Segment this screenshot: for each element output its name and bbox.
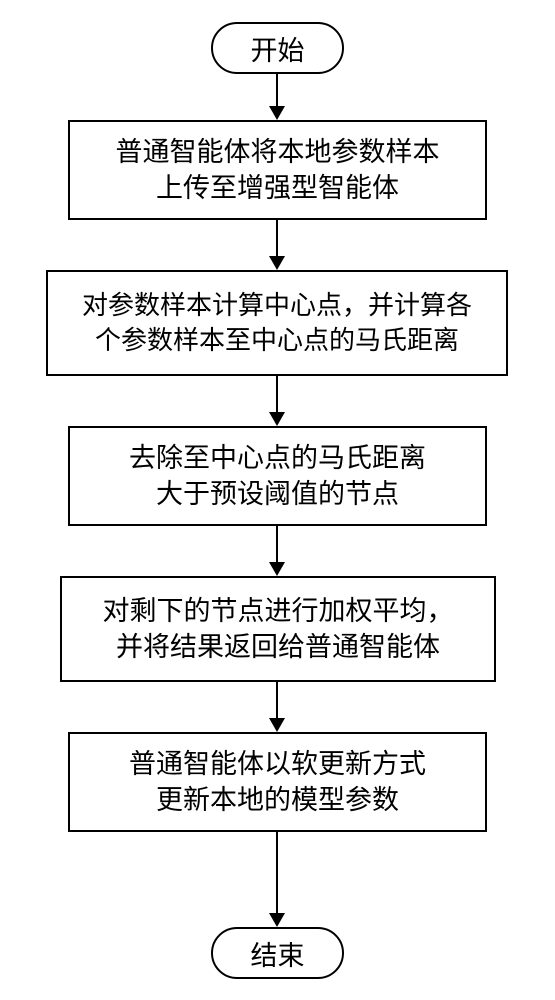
arrow-1-line bbox=[276, 74, 278, 106]
arrow-4-line bbox=[276, 526, 278, 562]
process-step-3: 去除至中心点的马氏距离 大于预设阈值的节点 bbox=[68, 426, 487, 526]
arrow-6-head bbox=[269, 913, 285, 927]
process-step-1-label: 普通智能体将本地参数样本 上传至增强型智能体 bbox=[116, 134, 440, 207]
start-label: 开始 bbox=[251, 29, 305, 68]
end-terminator: 结束 bbox=[211, 927, 344, 979]
arrow-3-line bbox=[276, 376, 278, 412]
arrow-5-line bbox=[276, 682, 278, 718]
arrow-4-head bbox=[269, 562, 285, 576]
arrow-5-head bbox=[269, 718, 285, 732]
start-terminator: 开始 bbox=[211, 22, 344, 74]
process-step-3-label: 去除至中心点的马氏距离 大于预设阈值的节点 bbox=[129, 440, 426, 513]
process-step-5: 普通智能体以软更新方式 更新本地的模型参数 bbox=[68, 732, 487, 832]
process-step-2-label: 对参数样本计算中心点，并计算各 个参数样本至中心点的马氏距离 bbox=[82, 288, 472, 358]
process-step-1: 普通智能体将本地参数样本 上传至增强型智能体 bbox=[68, 120, 487, 220]
arrow-3-head bbox=[269, 412, 285, 426]
process-step-4-label: 对剩下的节点进行加权平均， 并将结果返回给普通智能体 bbox=[103, 593, 454, 666]
arrow-6-line bbox=[276, 832, 278, 913]
arrow-1-head bbox=[269, 106, 285, 120]
process-step-2: 对参数样本计算中心点，并计算各 个参数样本至中心点的马氏距离 bbox=[46, 270, 508, 376]
process-step-5-label: 普通智能体以软更新方式 更新本地的模型参数 bbox=[129, 746, 426, 819]
flowchart-canvas: 开始普通智能体将本地参数样本 上传至增强型智能体对参数样本计算中心点，并计算各 … bbox=[0, 0, 555, 1000]
arrow-2-head bbox=[269, 256, 285, 270]
process-step-4: 对剩下的节点进行加权平均， 并将结果返回给普通智能体 bbox=[60, 576, 496, 682]
arrow-2-line bbox=[276, 220, 278, 256]
end-label: 结束 bbox=[251, 934, 305, 973]
